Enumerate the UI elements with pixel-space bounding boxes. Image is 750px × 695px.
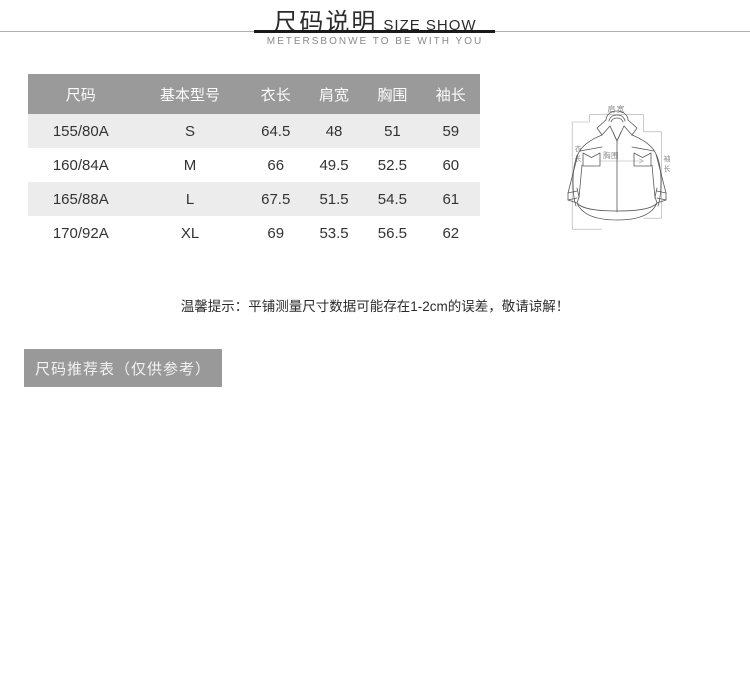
svg-text:衣: 衣	[575, 144, 582, 153]
svg-text:长: 长	[664, 164, 671, 173]
svg-text:袖: 袖	[664, 154, 671, 163]
